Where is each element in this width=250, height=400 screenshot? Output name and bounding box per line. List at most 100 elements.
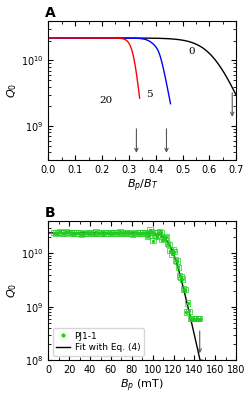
Point	[104, 230, 108, 236]
Point	[111, 230, 115, 236]
Point	[98, 230, 102, 236]
Point	[54, 230, 58, 236]
Point	[180, 276, 184, 282]
X-axis label: $B_p$ (mT): $B_p$ (mT)	[120, 378, 164, 394]
Point	[90, 230, 94, 236]
Point	[113, 230, 117, 236]
Point	[186, 308, 190, 314]
Point	[164, 234, 168, 240]
Point	[166, 241, 170, 248]
Point	[92, 230, 96, 237]
Point	[173, 257, 177, 263]
Point	[88, 230, 92, 236]
Point	[174, 258, 178, 264]
Point	[189, 316, 193, 322]
Point	[109, 230, 113, 236]
Point	[128, 230, 132, 236]
Point	[88, 230, 92, 236]
Point	[185, 300, 189, 306]
Point	[107, 230, 111, 236]
Point	[184, 308, 188, 315]
Point	[193, 316, 197, 322]
Point	[145, 232, 149, 239]
Point	[138, 230, 142, 236]
Point	[122, 230, 126, 236]
Point	[196, 316, 200, 322]
Point	[197, 316, 201, 322]
Point	[164, 234, 168, 240]
Point	[174, 258, 178, 264]
Point	[182, 286, 186, 293]
Point	[161, 235, 165, 242]
Legend: PJ1-1, Fit with Eq. (4): PJ1-1, Fit with Eq. (4)	[53, 328, 143, 356]
Point	[68, 230, 72, 236]
Point	[100, 230, 104, 237]
Point	[70, 229, 74, 236]
Point	[75, 230, 79, 236]
Point	[136, 229, 140, 236]
Point	[86, 230, 89, 236]
Point	[72, 230, 76, 236]
Point	[96, 230, 100, 236]
Point	[170, 246, 174, 253]
Point	[58, 229, 62, 235]
Point	[166, 241, 170, 248]
Point	[189, 316, 193, 322]
Point	[173, 257, 177, 263]
Point	[54, 230, 58, 236]
Point	[168, 247, 172, 254]
Point	[66, 229, 70, 236]
Point	[150, 238, 154, 244]
Point	[98, 230, 102, 236]
Point	[77, 230, 81, 236]
Point	[182, 286, 186, 293]
Point	[185, 300, 189, 306]
Point	[66, 229, 70, 236]
Point	[90, 230, 94, 236]
Point	[124, 229, 128, 236]
Point	[153, 232, 157, 238]
Point	[149, 229, 153, 235]
Point	[56, 229, 60, 236]
Point	[79, 230, 83, 237]
Point	[188, 315, 192, 322]
Point	[197, 316, 201, 322]
Point	[165, 240, 169, 247]
Point	[115, 230, 119, 236]
Point	[102, 230, 106, 236]
Point	[94, 229, 98, 235]
Text: 0: 0	[187, 47, 194, 56]
Point	[177, 273, 181, 279]
Point	[178, 274, 182, 280]
Point	[83, 230, 87, 236]
Point	[176, 264, 180, 271]
Point	[196, 316, 200, 322]
Point	[92, 230, 96, 237]
Point	[148, 227, 152, 233]
Point	[62, 230, 66, 236]
Point	[132, 230, 136, 237]
Point	[117, 229, 121, 235]
Point	[153, 232, 157, 238]
Point	[86, 230, 89, 236]
Point	[60, 230, 64, 236]
Point	[178, 274, 182, 280]
Point	[146, 232, 150, 238]
Point	[143, 230, 147, 236]
Point	[148, 227, 152, 233]
Point	[115, 230, 119, 236]
Point	[51, 230, 55, 236]
Point	[109, 230, 113, 236]
Point	[113, 230, 117, 236]
Point	[145, 230, 149, 237]
Point	[156, 229, 160, 236]
Point	[120, 230, 124, 236]
Point	[56, 229, 60, 236]
Point	[160, 236, 164, 243]
Point	[120, 230, 124, 236]
Text: B: B	[44, 206, 55, 220]
Point	[79, 230, 83, 237]
Text: A: A	[44, 6, 55, 20]
Point	[102, 230, 106, 236]
Point	[145, 230, 149, 237]
